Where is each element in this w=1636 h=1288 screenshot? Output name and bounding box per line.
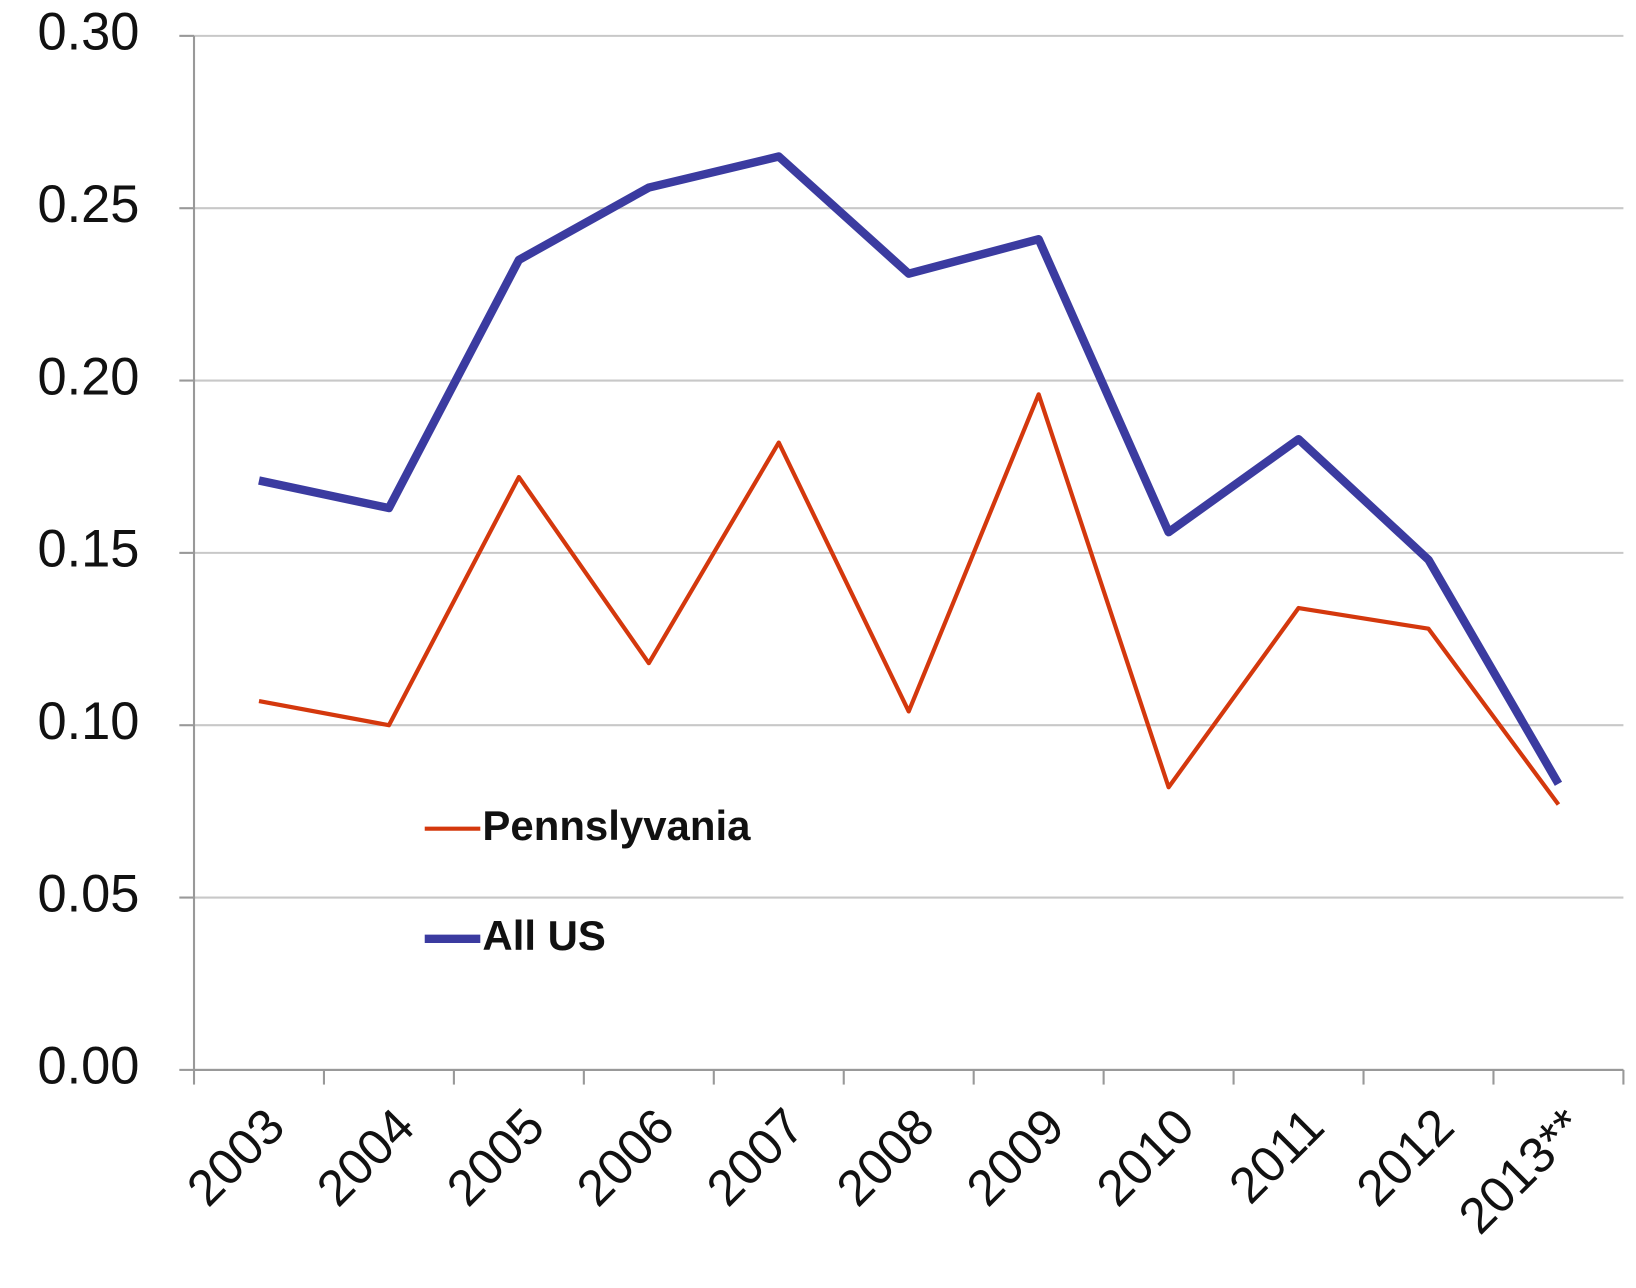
x-tick-label: 2013** xyxy=(1447,1097,1594,1244)
y-tick-label: 0.20 xyxy=(37,348,139,406)
x-tick-label: 2008 xyxy=(825,1097,944,1216)
x-tick-label: 2004 xyxy=(306,1097,425,1216)
series-line xyxy=(258,152,1563,786)
y-tick-label: 0.15 xyxy=(37,521,139,579)
x-tick-label: 2011 xyxy=(1218,1097,1335,1214)
y-tick-label: 0.00 xyxy=(37,1038,139,1096)
x-tick-label: 2010 xyxy=(1085,1097,1204,1216)
y-tick-label: 0.05 xyxy=(37,865,139,923)
x-tick-label: 2006 xyxy=(565,1097,684,1216)
y-tick-label: 0.30 xyxy=(37,4,139,62)
x-tick-label: 2007 xyxy=(695,1097,814,1216)
x-tick-label: 2012 xyxy=(1345,1097,1464,1216)
y-tick-label: 0.10 xyxy=(37,693,139,751)
x-tick-label: 2005 xyxy=(435,1097,554,1216)
legend-label: All US xyxy=(482,912,605,959)
x-tick-label: 2009 xyxy=(955,1097,1074,1216)
legend-label: Pennslyvania xyxy=(482,802,751,849)
series-line xyxy=(258,392,1561,806)
y-tick-label: 0.25 xyxy=(37,176,139,234)
x-tick-label: 2003 xyxy=(176,1097,295,1216)
